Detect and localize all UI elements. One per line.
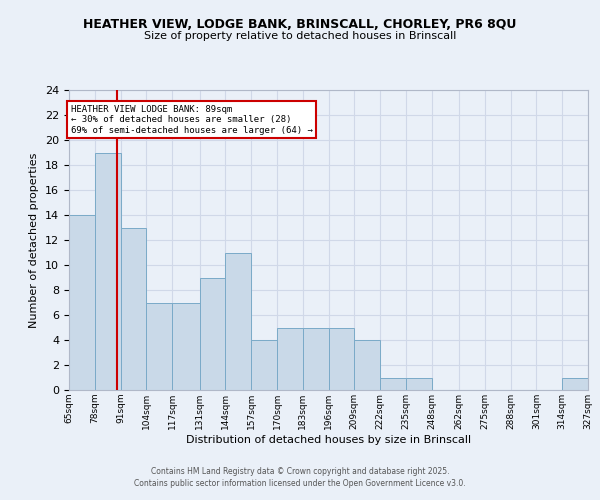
Bar xyxy=(95,152,121,390)
Bar xyxy=(303,328,329,390)
Text: HEATHER VIEW, LODGE BANK, BRINSCALL, CHORLEY, PR6 8QU: HEATHER VIEW, LODGE BANK, BRINSCALL, CHO… xyxy=(83,18,517,30)
Bar xyxy=(121,228,146,390)
Bar xyxy=(172,302,200,390)
Text: HEATHER VIEW LODGE BANK: 89sqm
← 30% of detached houses are smaller (28)
69% of : HEATHER VIEW LODGE BANK: 89sqm ← 30% of … xyxy=(71,105,313,135)
Bar xyxy=(146,302,172,390)
Bar xyxy=(226,252,251,390)
Y-axis label: Number of detached properties: Number of detached properties xyxy=(29,152,40,328)
Bar xyxy=(329,328,354,390)
Text: Contains HM Land Registry data © Crown copyright and database right 2025.
Contai: Contains HM Land Registry data © Crown c… xyxy=(134,466,466,487)
Bar xyxy=(200,278,226,390)
Bar xyxy=(406,378,431,390)
Bar xyxy=(354,340,380,390)
Bar xyxy=(277,328,303,390)
Bar xyxy=(251,340,277,390)
Bar xyxy=(69,215,95,390)
X-axis label: Distribution of detached houses by size in Brinscall: Distribution of detached houses by size … xyxy=(186,434,471,444)
Text: Size of property relative to detached houses in Brinscall: Size of property relative to detached ho… xyxy=(144,31,456,41)
Bar xyxy=(562,378,588,390)
Bar xyxy=(380,378,406,390)
